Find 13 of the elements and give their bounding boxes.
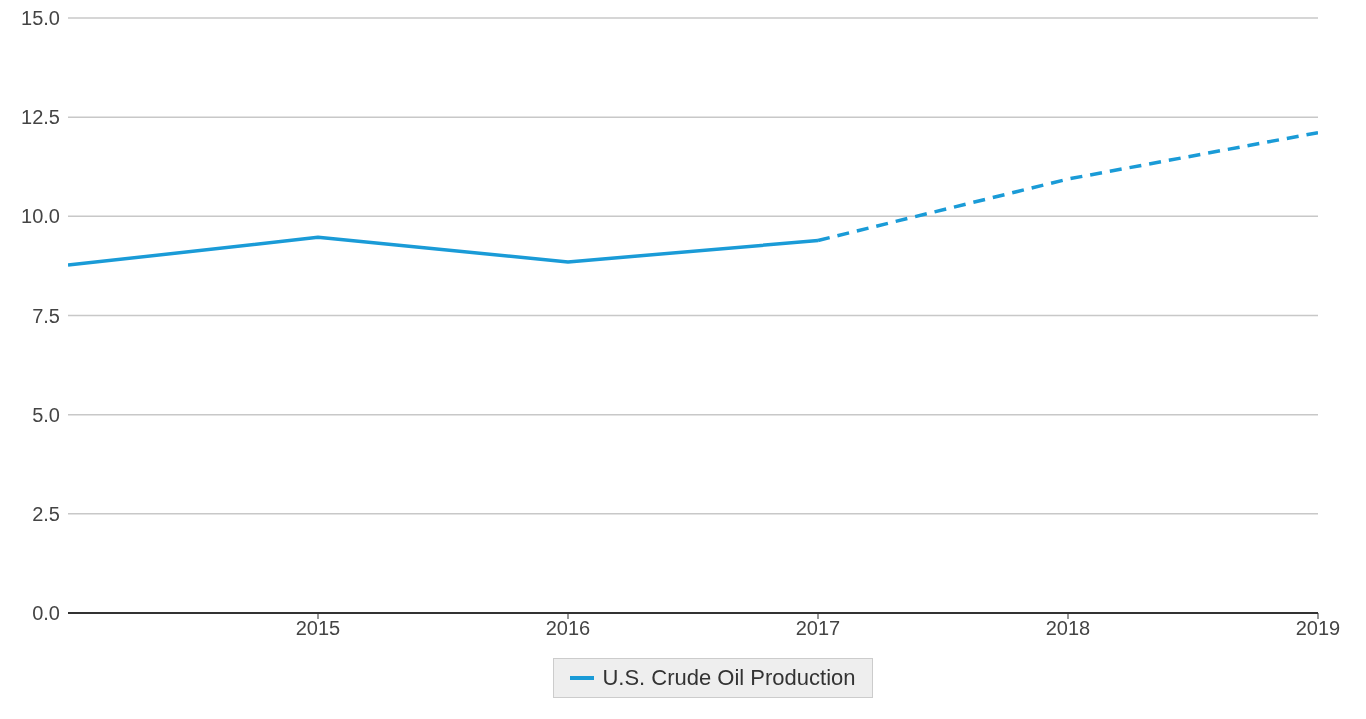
y-tick-label: 0.0 [32, 602, 60, 625]
x-tick-label: 2019 [1295, 617, 1341, 640]
x-tick-label: 2016 [545, 617, 591, 640]
y-tick-label: 12.5 [21, 106, 60, 129]
y-tick-label: 10.0 [21, 205, 60, 228]
y-tick-label: 2.5 [32, 502, 60, 525]
x-tick-label: 2017 [795, 617, 841, 640]
legend-label: U.S. Crude Oil Production [602, 665, 856, 691]
y-tick-label: 5.0 [32, 403, 60, 426]
x-tick-label: 2018 [1045, 617, 1091, 640]
y-tick-label: 15.0 [21, 7, 60, 30]
x-tick-label: 2015 [295, 617, 341, 640]
y-tick-label: 7.5 [32, 304, 60, 327]
